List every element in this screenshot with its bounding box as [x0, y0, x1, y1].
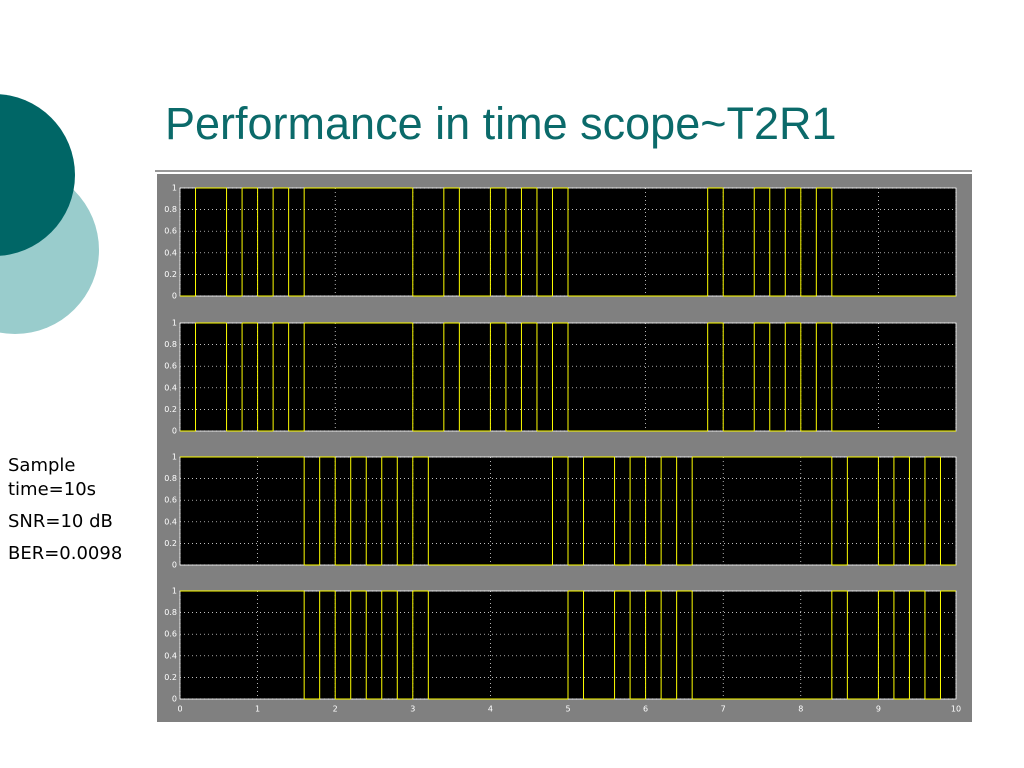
x-tick-label: 0 [177, 705, 182, 714]
y-tick-label: 0.4 [164, 248, 177, 257]
y-tick-label: 0.8 [164, 608, 177, 617]
x-tick-label: 9 [876, 705, 881, 714]
y-tick-label: 0.6 [164, 630, 177, 639]
note: SNR=10 dB [8, 511, 113, 532]
x-tick-label: 3 [410, 705, 415, 714]
y-tick-label: 0.8 [164, 474, 177, 483]
y-tick-label: 0.2 [164, 673, 177, 682]
x-tick-label: 5 [565, 705, 570, 714]
y-tick-label: 0.4 [164, 383, 177, 392]
x-tick-label: 2 [333, 705, 338, 714]
y-tick-label: 0.6 [164, 362, 177, 371]
circle-dark [0, 94, 75, 256]
y-tick-label: 0 [172, 292, 177, 301]
y-tick-label: 0.4 [164, 517, 177, 526]
x-tick-label: 7 [721, 705, 726, 714]
x-tick-label: 6 [643, 705, 648, 714]
y-tick-label: 0.2 [164, 270, 177, 279]
y-tick-label: 0 [172, 695, 177, 704]
y-tick-label: 0.2 [164, 405, 177, 414]
y-tick-label: 1 [172, 453, 177, 462]
y-tick-label: 0.8 [164, 340, 177, 349]
x-tick-label: 10 [951, 705, 961, 714]
y-tick-label: 0.8 [164, 205, 177, 214]
y-tick-label: 0 [172, 427, 177, 436]
slide-title: Performance in time scope~T2R1 [165, 98, 837, 149]
y-tick-label: 0.2 [164, 539, 177, 548]
y-tick-label: 0.6 [164, 227, 177, 236]
y-tick-label: 1 [172, 319, 177, 328]
x-tick-label: 8 [798, 705, 803, 714]
note: Sample time=10s [8, 455, 97, 500]
note: BER=0.0098 [8, 543, 123, 564]
y-tick-label: 0.6 [164, 496, 177, 505]
y-tick-label: 0.4 [164, 651, 177, 660]
y-tick-label: 1 [172, 587, 177, 596]
x-tick-label: 4 [488, 705, 493, 714]
x-tick-label: 1 [255, 705, 260, 714]
y-tick-label: 0 [172, 561, 177, 570]
notes: Sample time=10s SNR=10 dB BER=0.0098 [8, 454, 148, 574]
y-tick-label: 1 [172, 184, 177, 193]
